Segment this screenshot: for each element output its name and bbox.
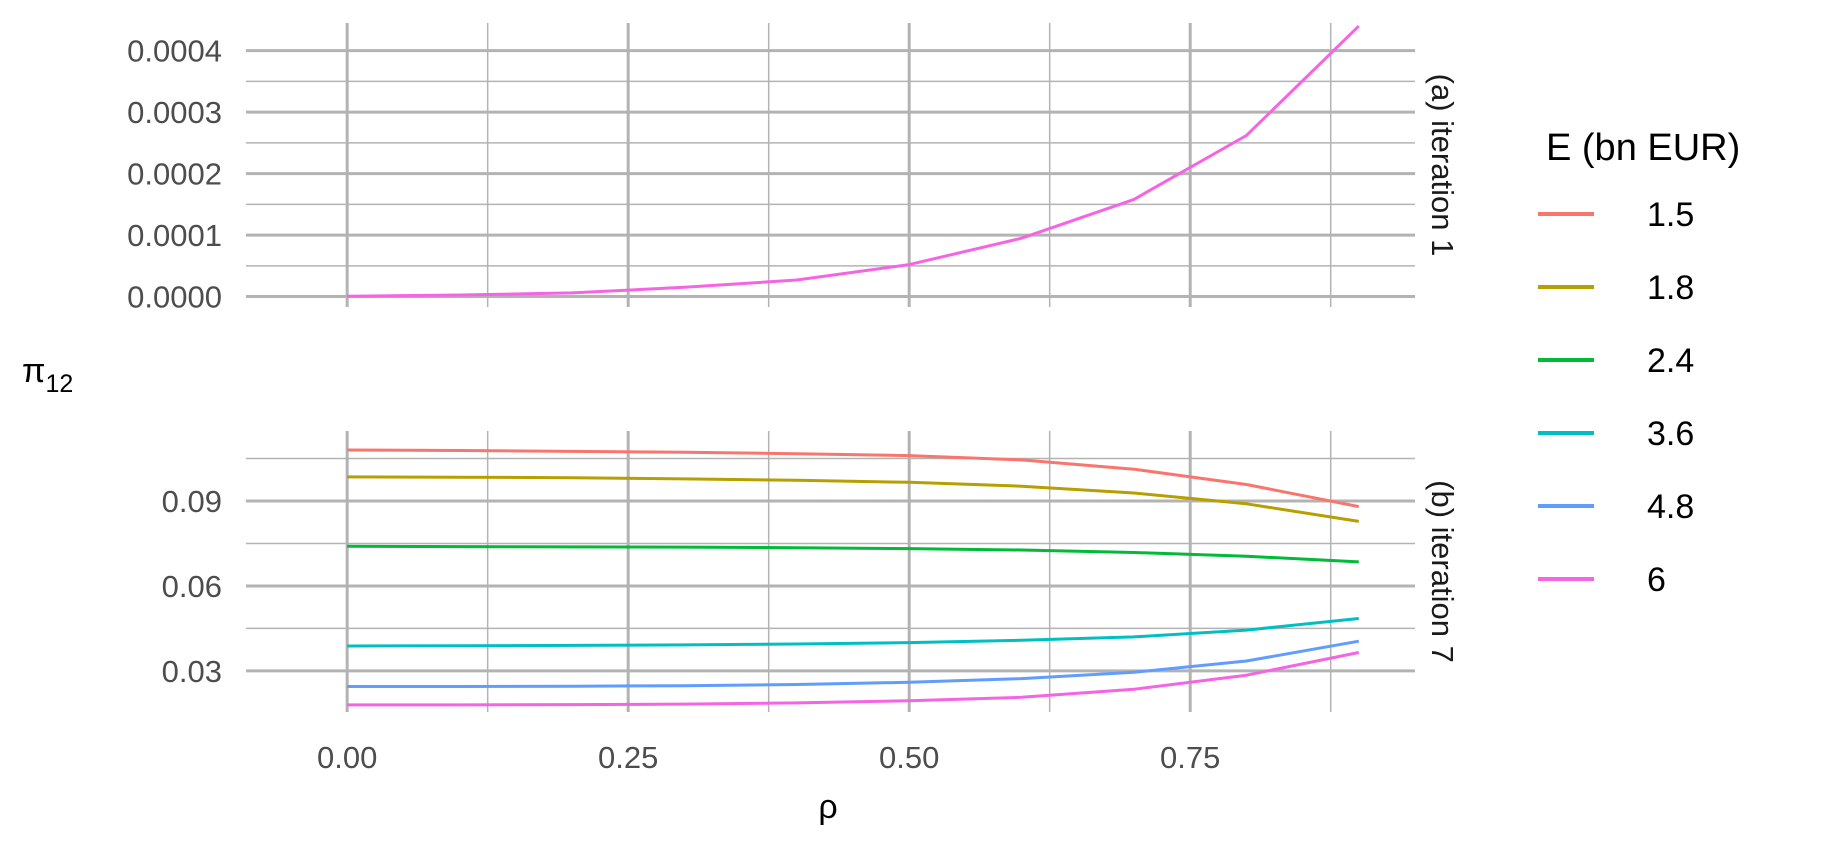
y-tick-label: 0.0000 [127,280,222,315]
y-axis-label-subscript: 12 [45,370,73,398]
legend-title: E (bn EUR) [1546,127,1740,169]
x-tick-label: 0.00 [317,740,377,775]
y-tick-label: 0.09 [162,484,222,519]
y-tick-label: 0.06 [162,569,222,604]
facet-strip-label: (a) iteration 1 [1425,74,1460,257]
legend-label: 2.4 [1647,342,1694,380]
series-line-6 [347,25,1360,298]
legend-label: 6 [1647,561,1666,599]
series-line-1-8 [347,475,1360,523]
x-tick-label: 0.75 [1160,740,1220,775]
y-tick-label: 0.0001 [127,218,222,253]
legend-label: 1.8 [1647,269,1694,307]
legend-label: 3.6 [1647,415,1694,453]
y-tick-label: 0.0003 [127,95,222,130]
y-axis-label: π12 [22,352,73,398]
y-tick-label: 0.0002 [127,157,222,192]
panel-iteration-1: 0.0000 0.0001 0.0002 0.0003 0.0004 (a) iterat… [127,23,1460,315]
x-tick-label: 0.50 [879,740,939,775]
series-line-1-5 [347,448,1360,509]
series-line-2-4 [347,544,1359,564]
legend-label: 4.8 [1647,488,1694,526]
series-line-4-8 [347,639,1360,688]
x-axis-label: ρ [818,788,837,826]
y-tick-label: 0.0004 [127,34,222,69]
legend: E (bn EUR) 1.5 1.8 2.4 3.6 4.8 6 [1538,127,1740,599]
x-axis: 0.00 0.25 0.50 0.75 [317,740,1220,775]
facet-strip-label: (b) iteration 7 [1425,480,1460,663]
y-tick-label: 0.03 [162,654,222,689]
legend-label: 1.5 [1647,196,1694,234]
x-tick-label: 0.25 [598,740,658,775]
series-line-6 [347,651,1360,707]
y-axis-label-symbol: π [22,352,45,390]
series-line-3-6 [347,617,1359,648]
panel-iteration-7: 0.03 0.06 0.09 (b) iteration 7 [162,431,1460,712]
